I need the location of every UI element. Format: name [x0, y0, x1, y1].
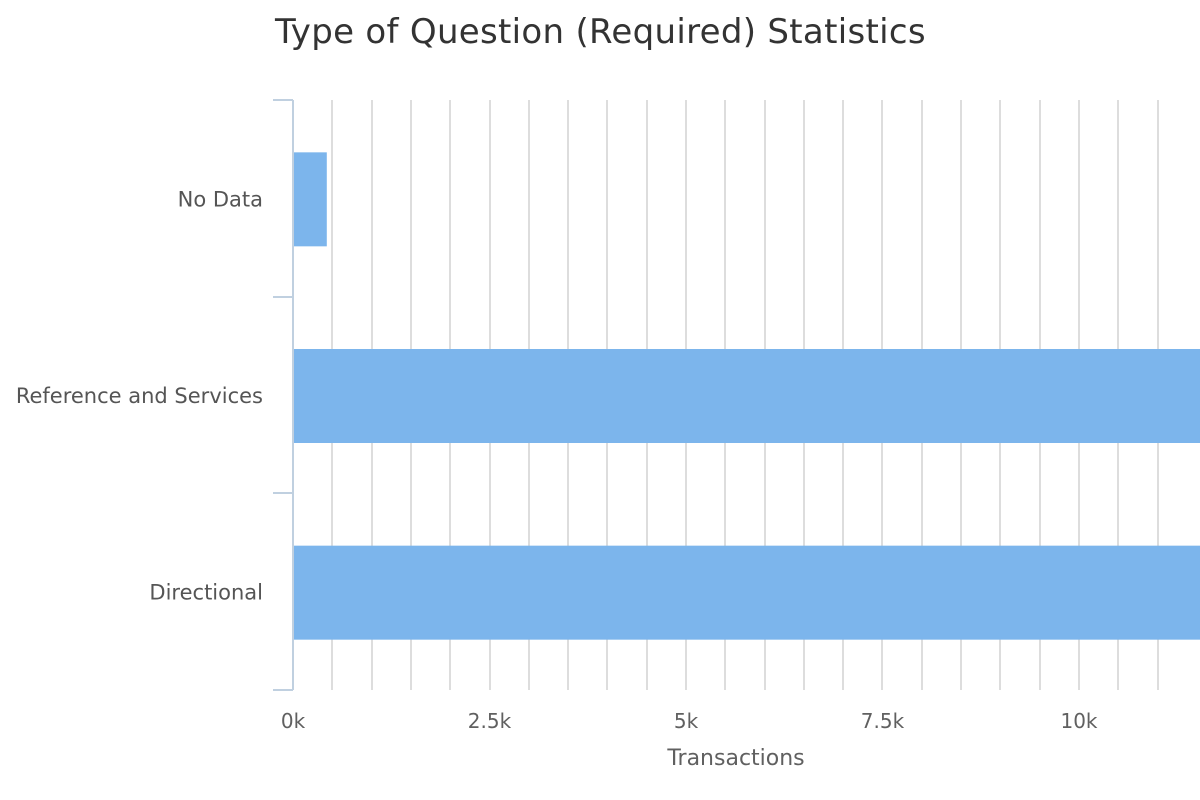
- category-label: No Data: [178, 187, 263, 211]
- bar-reference-and-services: [294, 349, 1200, 443]
- x-tick-label: 7.5k: [861, 709, 905, 733]
- x-axis-title: Transactions: [666, 746, 804, 771]
- x-tick-label: 2.5k: [468, 709, 512, 733]
- x-tick-label: 0k: [281, 709, 306, 733]
- category-label: Reference and Services: [16, 384, 263, 408]
- bar-directional: [294, 545, 1200, 640]
- x-tick-label: 10k: [1060, 709, 1097, 733]
- chart-title: Type of Question (Required) Statistics: [275, 12, 926, 52]
- category-label: Directional: [149, 581, 263, 605]
- x-tick-label: 5k: [674, 709, 699, 733]
- bar-no-data: [294, 152, 327, 247]
